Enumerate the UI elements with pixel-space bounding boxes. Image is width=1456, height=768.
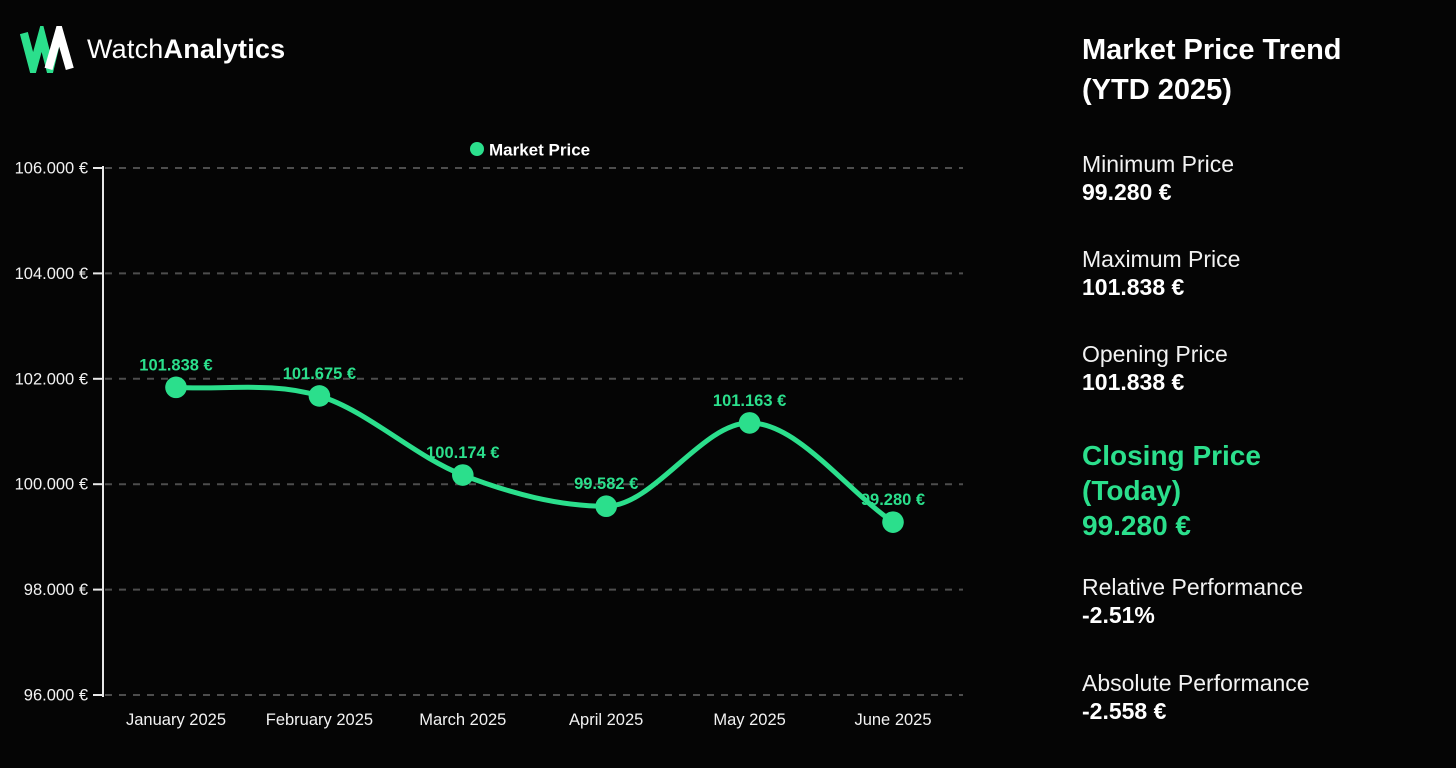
data-point: [595, 495, 617, 518]
data-point: [738, 412, 761, 434]
brand-name-regular: Watch: [87, 34, 164, 64]
data-point-label: 99.280 €: [861, 491, 925, 509]
app-header: WatchAnalytics: [20, 26, 285, 73]
brand-name: WatchAnalytics: [87, 34, 285, 65]
brand-name-bold: Analytics: [163, 34, 286, 64]
stat-label: Minimum Price: [1082, 151, 1235, 177]
y-axis-label: 98.000 €: [24, 581, 88, 599]
market-price-line-chart: 106.000 € 104.000 € 102.000 € 100.000 € 98.0…: [15, 141, 963, 729]
stat-label: Absolute Performance: [1082, 670, 1310, 696]
x-axis-label: April 2025: [569, 711, 643, 729]
stat-absolute-performance: Absolute Performance -2.558 €: [1082, 669, 1452, 726]
stat-value: -2.51%: [1082, 602, 1155, 628]
y-axis-label: 100.000 €: [15, 476, 88, 494]
data-point-label: 101.675 €: [283, 365, 356, 383]
panel-title-line1: Market Price Trend: [1082, 34, 1342, 66]
stat-relative-performance: Relative Performance -2.51%: [1082, 573, 1452, 630]
x-axis-label: March 2025: [419, 711, 506, 729]
stat-closing-price-today: Closing Price (Today) 99.280 €: [1082, 438, 1452, 543]
data-point: [165, 376, 187, 399]
stat-label: Opening Price: [1082, 341, 1228, 367]
stat-value: 99.280 €: [1082, 510, 1191, 541]
x-axis-label: May 2025: [713, 711, 785, 729]
legend-marker: [470, 142, 484, 156]
stat-label: Maximum Price: [1082, 246, 1241, 272]
stat-value: 99.280 €: [1082, 179, 1172, 205]
stat-maximum-price: Maximum Price 101.838 €: [1082, 245, 1452, 302]
y-axis-label: 104.000 €: [15, 265, 88, 283]
data-point-label: 100.174 €: [426, 444, 499, 462]
watchanalytics-logo-icon: [20, 26, 74, 73]
summary-panel: Market Price Trend (YTD 2025) Minimum Pr…: [1082, 0, 1452, 726]
data-point: [882, 511, 904, 533]
stat-opening-price: Opening Price 101.838 €: [1082, 340, 1452, 397]
panel-title-line2: (YTD 2025): [1082, 74, 1232, 106]
stat-value: 101.838 €: [1082, 369, 1185, 395]
price-line: [173, 384, 896, 525]
data-point-label: 99.582 €: [574, 475, 638, 493]
y-axis-label: 96.000 €: [24, 687, 88, 705]
data-point-label: 101.163 €: [713, 392, 786, 410]
stat-label: (Today): [1082, 475, 1182, 506]
x-axis-label: January 2025: [126, 711, 226, 729]
stat-label: Closing Price: [1082, 440, 1261, 471]
data-point: [308, 385, 331, 407]
data-point-label: 101.838 €: [139, 356, 212, 374]
x-axis-label: June 2025: [854, 711, 931, 729]
legend-label: Market Price: [489, 141, 590, 160]
stat-value: -2.558 €: [1082, 698, 1167, 724]
stat-value: 101.838 €: [1082, 274, 1185, 300]
y-axis-label: 102.000 €: [15, 370, 88, 388]
stat-label: Relative Performance: [1082, 574, 1304, 600]
data-point: [452, 464, 474, 486]
stats-list: Minimum Price 99.280 € Maximum Price 101.83…: [1082, 150, 1452, 726]
panel-title: Market Price Trend (YTD 2025): [1082, 30, 1452, 110]
stat-minimum-price: Minimum Price 99.280 €: [1082, 150, 1452, 207]
y-axis-label: 106.000 €: [15, 160, 88, 178]
x-axis-label: February 2025: [266, 711, 373, 729]
